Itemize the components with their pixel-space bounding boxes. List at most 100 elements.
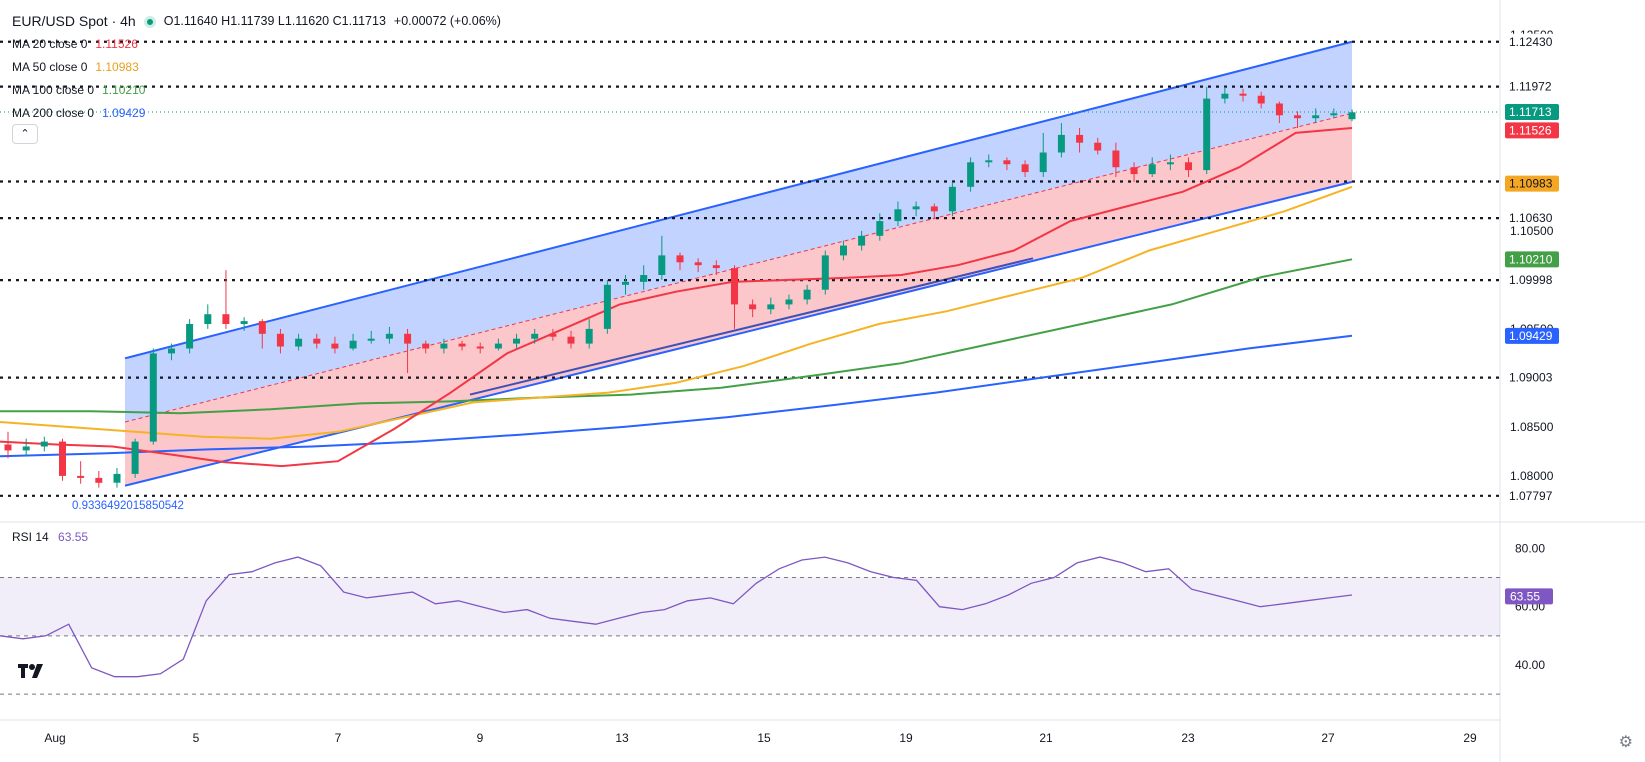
price-tick-label: 1.08000: [1510, 469, 1554, 483]
ma100-legend[interactable]: MA 100 close 0 1.10210: [12, 79, 501, 102]
candle-body: [930, 206, 938, 212]
candle-body: [840, 245, 847, 256]
channel-upper-line: [124, 40, 1353, 360]
candle-body: [258, 321, 266, 334]
candle-body: [1239, 93, 1247, 96]
candle-body: [658, 255, 666, 275]
candle-body: [313, 338, 321, 344]
candle-body: [476, 346, 484, 349]
candle-body: [4, 444, 12, 451]
ma50-line: [0, 185, 1353, 440]
ma20-label: MA 20 close 0: [12, 37, 88, 51]
candle-body: [222, 314, 230, 324]
symbol-title[interactable]: EUR/USD Spot · 4h: [12, 13, 136, 29]
candle-body: [1330, 113, 1338, 116]
candle-body: [1294, 115, 1301, 119]
level-badge: 1.09998: [1509, 273, 1553, 287]
candle-body: [712, 265, 720, 269]
ma20-value: 1.11526: [95, 37, 138, 51]
price-tick-label: 1.10500: [1510, 224, 1554, 238]
candle-body: [40, 441, 48, 447]
time-axis[interactable]: Aug 5 7 9 13 15 19 21 23 27 29: [44, 731, 1477, 745]
level-badge-bg: [1505, 78, 1559, 95]
candle-body: [349, 340, 357, 349]
level-badge: 1.07797: [1509, 489, 1553, 503]
candle-body: [204, 314, 212, 324]
current-price-badge: 1.11713: [1509, 105, 1552, 119]
ma-badge: 1.11526: [1509, 123, 1552, 137]
rsi-tick-label: 40.00: [1515, 658, 1545, 672]
collapse-legend-button[interactable]: ⌃: [12, 124, 38, 144]
candle-body: [1057, 134, 1065, 153]
level-badge-bg: [1505, 33, 1559, 50]
level-badge-bg: [1505, 272, 1559, 289]
ma-badge-bg: [1505, 327, 1559, 344]
time-tick-label: Aug: [44, 731, 65, 745]
candle-body: [186, 324, 194, 349]
time-tick-label: 5: [193, 731, 200, 745]
candle-body: [821, 255, 829, 290]
candle-body: [803, 289, 811, 300]
candle-body: [295, 338, 303, 347]
regression-channel: [124, 40, 1353, 487]
level-badge-bg: [1505, 487, 1559, 504]
level-badge: 1.12430: [1509, 35, 1553, 49]
candles: [4, 86, 1356, 488]
gear-icon[interactable]: ⚙: [1618, 734, 1633, 751]
tradingview-logo-icon[interactable]: [16, 660, 46, 684]
ma200-legend[interactable]: MA 200 close 0 1.09429: [12, 102, 501, 125]
ma200-label: MA 200 close 0: [12, 106, 95, 120]
trend-line: [469, 257, 1034, 396]
ma-badge: 1.10983: [1509, 177, 1553, 191]
channel-lower-line: [124, 180, 1353, 487]
candle-body: [276, 333, 284, 347]
candle-body: [731, 268, 738, 305]
candle-body: [22, 446, 30, 451]
time-tick-label: 29: [1463, 731, 1477, 745]
ma200-value: 1.09429: [102, 106, 146, 120]
level-badge: 1.09003: [1509, 371, 1553, 385]
candle-body: [1203, 98, 1211, 171]
candle-body: [149, 353, 157, 442]
ma200-line: [0, 334, 1353, 458]
ma20-legend[interactable]: MA 20 close 0 1.11526: [12, 33, 501, 56]
candle-body: [585, 328, 593, 344]
candle-body: [59, 441, 66, 476]
candle-body: [1094, 142, 1102, 151]
candle-body: [367, 338, 375, 341]
candle-body: [458, 343, 466, 347]
candle-body: [1257, 95, 1265, 104]
candle-body: [385, 333, 393, 339]
time-tick-label: 23: [1181, 731, 1195, 745]
candle-body: [240, 321, 248, 324]
ma100-value: 1.10210: [102, 83, 146, 97]
candle-body: [494, 343, 502, 349]
channel-mid-line: [124, 112, 1353, 423]
candle-body: [168, 348, 175, 354]
candle-body: [894, 209, 902, 222]
candle-body: [131, 441, 139, 474]
time-tick-label: 15: [757, 731, 771, 745]
candle-body: [1185, 162, 1192, 171]
rsi-legend[interactable]: RSI 14 63.55: [12, 530, 88, 544]
rsi-badge: 63.55: [1510, 589, 1540, 603]
time-tick-label: 13: [615, 731, 629, 745]
price-axis[interactable]: 1.125001.105001.095001.085001.080001.124…: [1505, 28, 1559, 504]
candle-body: [948, 186, 956, 212]
candle-body: [1348, 112, 1356, 120]
candle-body: [1130, 167, 1138, 175]
ma-badge-bg: [1505, 175, 1559, 192]
rsi-tick-label: 80.00: [1515, 541, 1545, 555]
ma20-line: [0, 127, 1353, 468]
current-price-badge-bg: [1505, 104, 1559, 121]
candle-body: [858, 235, 866, 246]
rsi-band: [0, 577, 1500, 636]
fib-label: 0.9336492015850542: [72, 500, 184, 512]
ma50-legend[interactable]: MA 50 close 0 1.10983: [12, 56, 501, 79]
candle-body: [1112, 150, 1120, 168]
level-badge: 1.11972: [1509, 80, 1552, 94]
time-tick-label: 21: [1039, 731, 1053, 745]
level-badge: 1.10630: [1509, 211, 1553, 225]
candle-body: [422, 343, 430, 349]
